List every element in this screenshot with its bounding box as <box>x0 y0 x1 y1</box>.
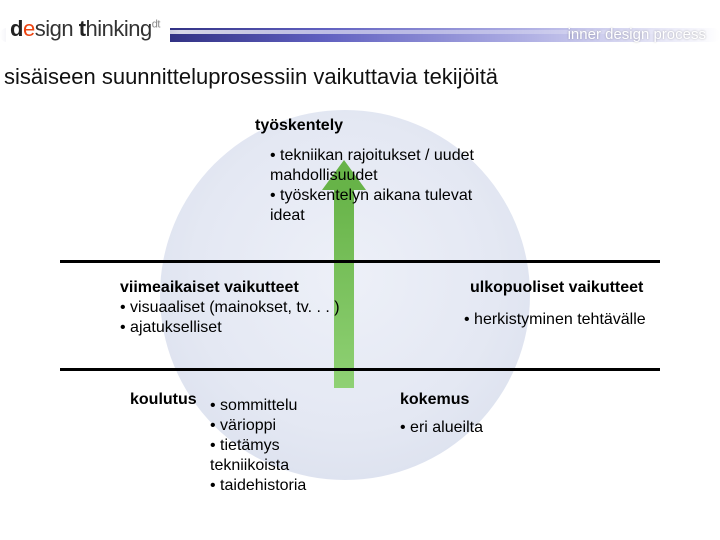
logo-part-t: t <box>79 16 86 41</box>
page-title: sisäiseen suunnitteluprosessiin vaikutta… <box>4 64 498 90</box>
list-item: eri alueilta <box>400 418 560 438</box>
list-item: visuaaliset (mainokset, tv. . . ) <box>120 298 380 318</box>
logo: design thinkingdt <box>6 12 170 46</box>
divider-line-top <box>60 260 660 263</box>
header-subtitle: inner design process <box>568 26 706 43</box>
section-external-label: ulkopuoliset vaikutteet <box>470 278 643 298</box>
logo-part-d: d <box>10 16 23 41</box>
list-item: työskentelyn aikana tulevat ideat <box>270 186 510 226</box>
section-education-body: sommittelu värioppi tietämys tekniikoist… <box>210 396 360 496</box>
logo-part-sign: sign <box>35 16 73 41</box>
section-work-label: työskentely <box>255 116 343 136</box>
diagram: työskentely tekniikan rajoitukset / uude… <box>0 100 720 530</box>
logo-part-hinking: hinking <box>86 16 152 41</box>
section-recent-body: visuaaliset (mainokset, tv. . . ) ajatuk… <box>120 298 380 338</box>
header: design thinkingdt inner design process <box>0 0 720 48</box>
section-recent-label: viimeaikaiset vaikutteet <box>120 278 299 298</box>
list-item: tekniikan rajoitukset / uudet mahdollisu… <box>270 146 510 186</box>
list-item: sommittelu <box>210 396 360 416</box>
section-experience-label: kokemus <box>400 390 469 410</box>
list-item: taidehistoria <box>210 476 360 496</box>
section-experience-body: eri alueilta <box>400 418 560 438</box>
list-item: värioppi <box>210 416 360 436</box>
logo-superscript: dt <box>152 19 160 31</box>
list-item: tietämys tekniikoista <box>210 436 360 476</box>
divider-line-bottom <box>60 368 660 371</box>
list-item: herkistyminen tehtävälle <box>464 310 714 330</box>
list-item: ajatukselliset <box>120 318 380 338</box>
section-external-body: herkistyminen tehtävälle <box>464 310 714 330</box>
logo-part-e: e <box>23 16 35 41</box>
section-work-body: tekniikan rajoitukset / uudet mahdollisu… <box>270 146 510 226</box>
section-education-label: koulutus <box>130 390 197 410</box>
